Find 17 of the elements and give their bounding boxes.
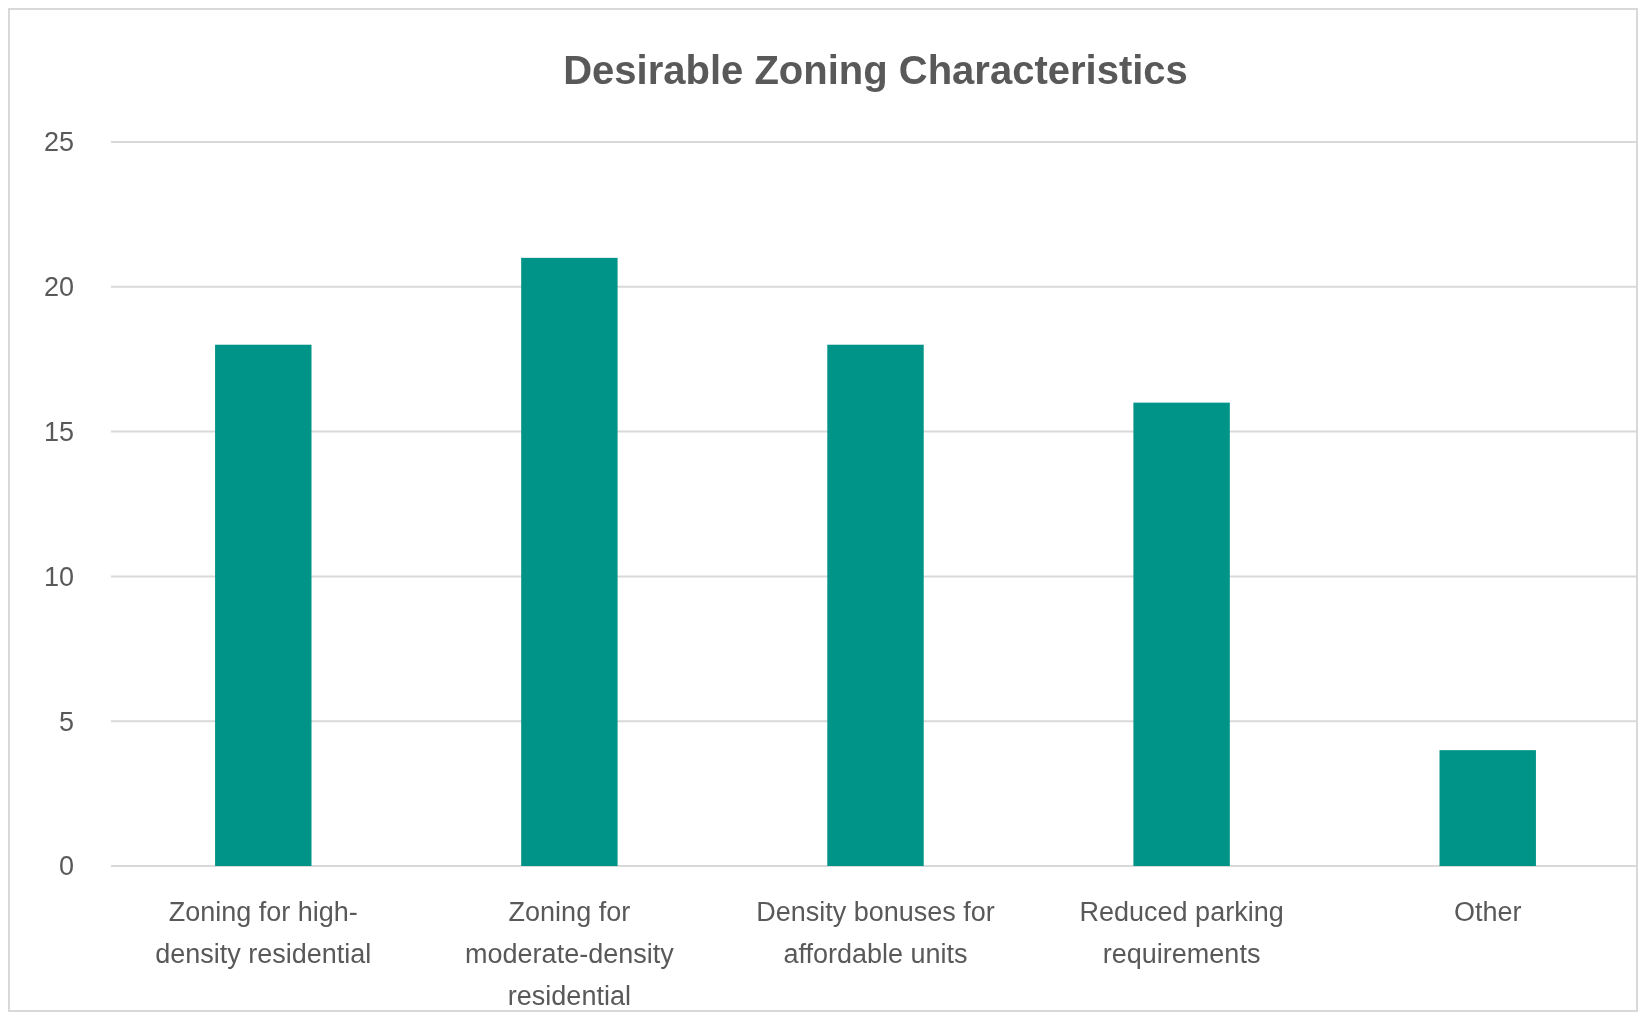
y-tick-label: 20 — [43, 272, 74, 303]
y-tick-label: 15 — [43, 417, 74, 448]
bar — [1133, 402, 1230, 866]
chart-title: Desirable Zoning Characteristics — [563, 48, 1188, 92]
x-tick-label: Zoning for high-density residential — [155, 897, 372, 969]
bar — [215, 344, 312, 866]
x-tick-label: Reduced parking requirements — [1079, 897, 1284, 969]
y-tick-label: 10 — [43, 561, 74, 592]
y-tick-label: 25 — [43, 127, 74, 158]
y-tick-label: 5 — [58, 706, 74, 737]
bar — [827, 344, 924, 866]
bar — [521, 257, 618, 866]
y-tick-label: 0 — [58, 851, 74, 882]
x-tick-label: Density bonuses for affordable units — [756, 897, 995, 969]
x-tick-label: Zoning for moderate-density residential — [465, 897, 675, 1011]
bar — [1439, 750, 1536, 866]
x-tick-label: Other — [1453, 897, 1522, 927]
